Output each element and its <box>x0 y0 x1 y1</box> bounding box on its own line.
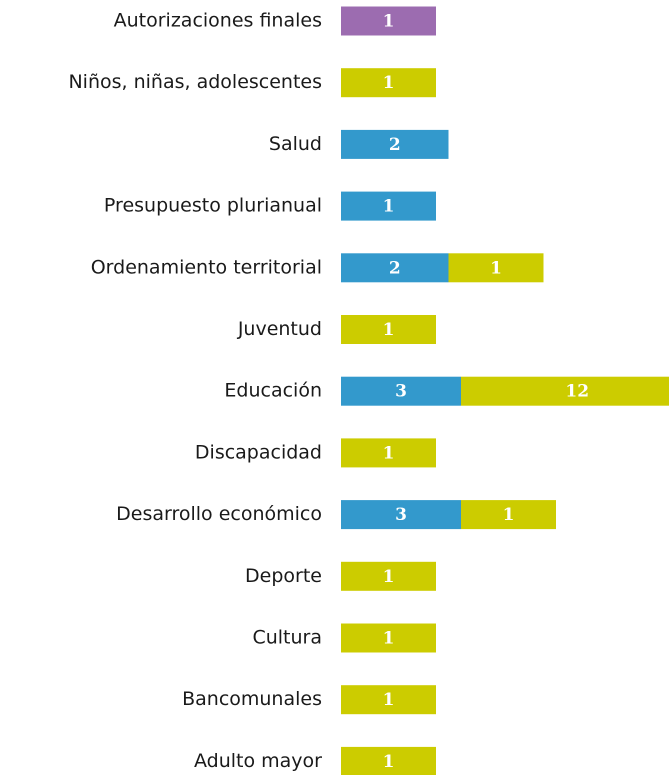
value-label: 1 <box>383 320 395 340</box>
bar-segment <box>341 561 436 591</box>
category-label: Niños, niñas, adolescentes <box>68 71 322 93</box>
category-label: Desarrollo económico <box>116 503 322 525</box>
value-label: 1 <box>383 690 395 710</box>
value-label: 12 <box>565 382 589 402</box>
bar-segment <box>341 376 461 406</box>
bar-segment <box>341 500 461 530</box>
bar-segment <box>341 6 436 36</box>
category-label: Salud <box>269 133 322 155</box>
category-label: Bancomunales <box>182 688 322 710</box>
category-label: Ordenamiento territorial <box>91 256 322 278</box>
value-label: 1 <box>383 197 395 217</box>
bar-segment <box>341 253 449 283</box>
value-label: 1 <box>383 73 395 93</box>
category-label: Discapacidad <box>195 441 322 463</box>
bar-segment <box>341 191 436 221</box>
bar-segment <box>341 685 436 715</box>
value-label: 1 <box>383 629 395 649</box>
category-label: Adulto mayor <box>194 750 322 772</box>
value-label: 2 <box>389 258 401 278</box>
bar-segment <box>341 129 449 159</box>
value-label: 1 <box>383 443 395 463</box>
value-label: 2 <box>389 135 401 155</box>
category-label: Juventud <box>237 318 322 340</box>
category-label: Presupuesto plurianual <box>104 195 322 217</box>
value-label: 1 <box>490 258 502 278</box>
bar-segment <box>341 746 436 775</box>
bar-segment <box>341 623 436 653</box>
bar-segment <box>341 438 436 468</box>
bar-segment <box>341 68 436 98</box>
bar-segment <box>461 376 669 406</box>
value-label: 1 <box>383 567 395 587</box>
category-label: Autorizaciones finales <box>114 10 322 32</box>
value-label: 1 <box>503 505 515 525</box>
bar-segment <box>341 315 436 344</box>
bar-segment <box>461 500 556 530</box>
value-label: 1 <box>383 752 395 772</box>
bar-segment <box>448 253 544 283</box>
category-label: Cultura <box>252 627 322 649</box>
category-label: Educación <box>224 380 322 402</box>
value-label: 1 <box>383 12 395 32</box>
category-label: Deporte <box>245 565 322 587</box>
value-label: 3 <box>395 382 407 402</box>
value-label: 3 <box>395 505 407 525</box>
